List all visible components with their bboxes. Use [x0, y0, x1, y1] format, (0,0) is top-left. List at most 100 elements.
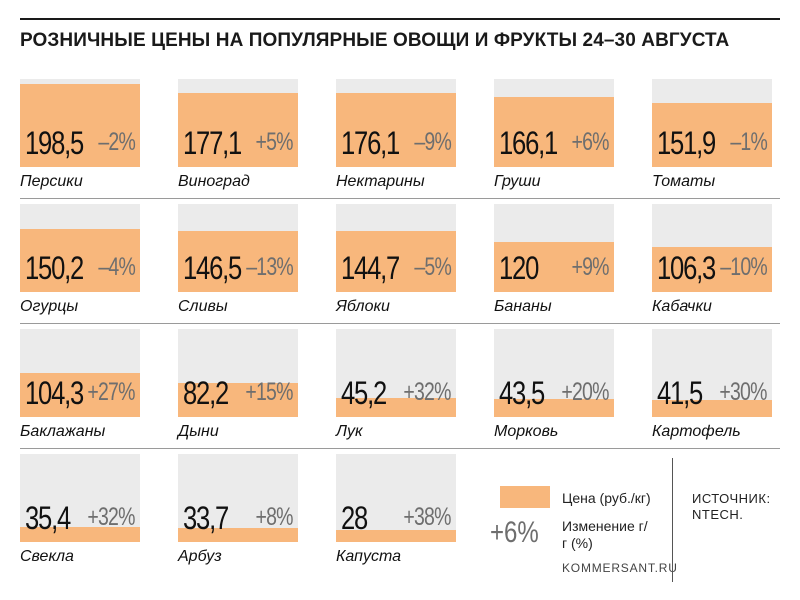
tile: 35,4 +32% Свекла [20, 454, 140, 569]
price-bar [20, 229, 140, 292]
change-value: +8% [255, 503, 294, 531]
price-value: 106,3 [657, 250, 716, 286]
price-value: 120 [499, 250, 539, 286]
legend-price-swatch [500, 486, 550, 508]
change-value: –2% [98, 128, 135, 156]
product-label: Лук [336, 423, 363, 440]
chart-title: РОЗНИЧНЫЕ ЦЕНЫ НА ПОПУЛЯРНЫЕ ОВОЩИ И ФРУ… [20, 30, 730, 51]
tile: 146,5 –13% Сливы [178, 204, 298, 319]
legend-change-example: +6% [490, 516, 539, 549]
price-bar [178, 528, 298, 542]
product-label: Яблоки [336, 298, 390, 315]
change-value: –1% [730, 128, 767, 156]
tile: 104,3 +27% Баклажаны [20, 329, 140, 444]
price-bar [494, 242, 614, 292]
row-divider [20, 448, 780, 449]
price-value: 176,1 [341, 125, 400, 161]
tile: 177,1 +5% Виноград [178, 79, 298, 194]
price-value: 28 [341, 500, 368, 536]
change-value: +27% [87, 378, 136, 406]
change-value: +32% [403, 378, 452, 406]
product-label: Бананы [494, 298, 552, 315]
price-value: 104,3 [25, 375, 84, 411]
price-bar [178, 383, 298, 417]
change-value: +30% [719, 378, 768, 406]
price-value: 146,5 [183, 250, 242, 286]
product-label: Груши [494, 173, 541, 190]
legend-change-label: Изменение г/г (%) [562, 518, 648, 551]
tile: 28 +38% Капуста [336, 454, 456, 569]
price-value: 41,5 [657, 375, 703, 411]
product-label: Томаты [652, 173, 716, 190]
price-value: 198,5 [25, 125, 84, 161]
price-bar [336, 398, 456, 417]
product-label: Морковь [494, 423, 559, 440]
price-bar [336, 231, 456, 292]
tile: 150,2 –4% Огурцы [20, 204, 140, 319]
change-value: +15% [245, 378, 294, 406]
tile: 45,2 +32% Лук [336, 329, 456, 444]
price-value: 45,2 [341, 375, 387, 411]
product-label: Свекла [20, 548, 74, 565]
price-value: 166,1 [499, 125, 558, 161]
price-bar [336, 530, 456, 542]
change-value: +9% [571, 253, 610, 281]
change-value: –9% [414, 128, 451, 156]
price-value: 151,9 [657, 125, 716, 161]
tile: 82,2 +15% Дыни [178, 329, 298, 444]
tile: 166,1 +6% Груши [494, 79, 614, 194]
tile: 120 +9% Бананы [494, 204, 614, 319]
price-bar [178, 93, 298, 167]
change-value: –4% [98, 253, 135, 281]
product-label: Сливы [178, 298, 228, 315]
change-value: +38% [403, 503, 452, 531]
change-value: –10% [720, 253, 768, 281]
price-bar [652, 400, 772, 417]
legend-separator [672, 458, 673, 582]
tile: 151,9 –1% Томаты [652, 79, 772, 194]
product-label: Персики [20, 173, 83, 190]
product-label: Капуста [336, 548, 401, 565]
product-label: Нектарины [336, 173, 425, 190]
product-label: Картофель [652, 423, 741, 440]
price-value: 144,7 [341, 250, 400, 286]
price-bar [20, 84, 140, 167]
change-value: +6% [571, 128, 610, 156]
price-bar [652, 247, 772, 292]
price-value: 150,2 [25, 250, 84, 286]
product-label: Кабачки [652, 298, 712, 315]
source-note: ИСТОЧНИК: NTECH. [692, 491, 771, 522]
price-bar [178, 231, 298, 292]
site-credit: KOMMERSANT.RU [562, 561, 678, 575]
price-bar [20, 373, 140, 417]
change-value: +20% [561, 378, 610, 406]
tile: 41,5 +30% Картофель [652, 329, 772, 444]
row-divider [20, 323, 780, 324]
change-value: +5% [255, 128, 294, 156]
product-label: Виноград [178, 173, 250, 190]
tile: 33,7 +8% Арбуз [178, 454, 298, 569]
legend-price-label: Цена (руб./кг) [562, 490, 651, 506]
tile: 43,5 +20% Морковь [494, 329, 614, 444]
product-label: Баклажаны [20, 423, 106, 440]
price-value: 177,1 [183, 125, 242, 161]
change-value: –5% [414, 253, 451, 281]
price-bar [20, 527, 140, 542]
price-value: 82,2 [183, 375, 229, 411]
price-bar [494, 399, 614, 417]
tile-background [178, 454, 298, 542]
price-value: 35,4 [25, 500, 71, 536]
price-value: 43,5 [499, 375, 545, 411]
tile-background [336, 454, 456, 542]
product-label: Арбуз [178, 548, 222, 565]
top-rule [20, 18, 780, 20]
legend: Цена (руб./кг) +6% Изменение г/г (%) KOM… [490, 450, 780, 590]
tile: 176,1 –9% Нектарины [336, 79, 456, 194]
tile: 198,5 –2% Персики [20, 79, 140, 194]
price-value: 33,7 [183, 500, 229, 536]
change-value: +32% [87, 503, 136, 531]
price-bar [336, 93, 456, 167]
price-bar [652, 103, 772, 167]
tile: 106,3 –10% Кабачки [652, 204, 772, 319]
